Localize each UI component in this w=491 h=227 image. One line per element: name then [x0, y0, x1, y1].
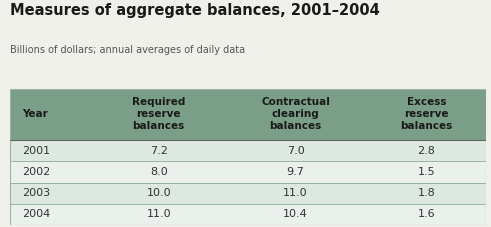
Text: 2003: 2003: [22, 188, 50, 198]
Bar: [10, 89, 486, 140]
Text: 2001: 2001: [22, 146, 50, 156]
Text: Year: Year: [22, 109, 48, 119]
Text: 9.7: 9.7: [287, 167, 304, 177]
Bar: [10, 204, 486, 225]
Text: 10.0: 10.0: [146, 188, 171, 198]
Text: 2002: 2002: [22, 167, 50, 177]
Bar: [10, 183, 486, 204]
Text: 2004: 2004: [22, 209, 50, 219]
Text: 1.6: 1.6: [418, 209, 436, 219]
Text: Contractual
clearing
balances: Contractual clearing balances: [261, 97, 330, 131]
Bar: [10, 140, 486, 161]
Text: Measures of aggregate balances, 2001–2004: Measures of aggregate balances, 2001–200…: [10, 3, 380, 18]
Text: Excess
reserve
balances: Excess reserve balances: [401, 97, 453, 131]
Text: 7.0: 7.0: [287, 146, 304, 156]
Bar: [10, 161, 486, 183]
Text: 7.2: 7.2: [150, 146, 167, 156]
Text: 1.5: 1.5: [418, 167, 436, 177]
Text: 2.8: 2.8: [418, 146, 436, 156]
Text: 11.0: 11.0: [283, 188, 308, 198]
Text: 10.4: 10.4: [283, 209, 308, 219]
Text: Billions of dollars; annual averages of daily data: Billions of dollars; annual averages of …: [10, 45, 245, 55]
Text: 11.0: 11.0: [146, 209, 171, 219]
Text: Required
reserve
balances: Required reserve balances: [132, 97, 185, 131]
Text: 1.8: 1.8: [418, 188, 436, 198]
Text: 8.0: 8.0: [150, 167, 167, 177]
